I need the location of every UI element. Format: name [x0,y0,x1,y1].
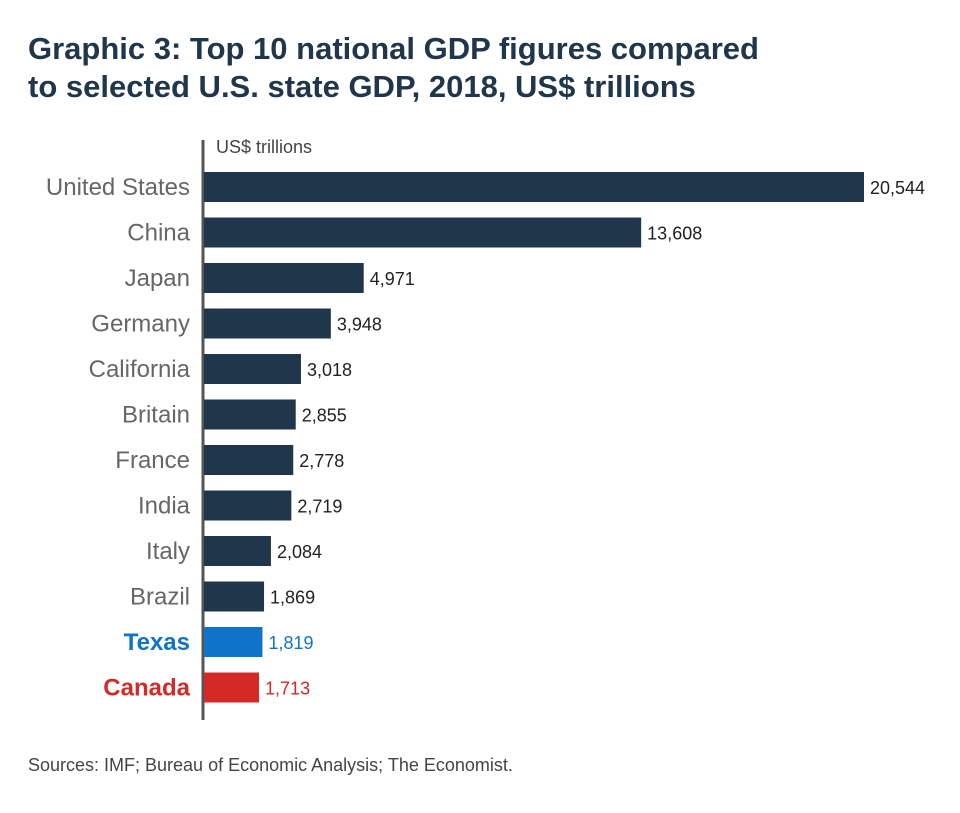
value-label-japan: 4,971 [370,269,415,289]
category-label-india: India [138,493,191,520]
bar-italy [204,536,271,566]
value-label-texas: 1,819 [268,633,313,653]
value-label-britain: 2,855 [302,406,347,426]
category-label-britain: Britain [122,402,190,429]
value-label-united-states: 20,544 [870,178,925,198]
bar-japan [204,263,364,293]
bar-france [204,445,294,475]
value-label-china: 13,608 [647,224,702,244]
chart-title-line-2: to selected U.S. state GDP, 2018, US$ tr… [28,69,696,104]
bar-brazil [204,581,265,612]
bar-texas [204,627,263,657]
bar-united-states [204,172,864,202]
bar-india [204,490,292,521]
category-label-united-states: United States [46,174,190,201]
value-label-brazil: 1,869 [270,588,315,608]
bar-china [204,217,642,248]
bar-britain [204,399,296,430]
bar-canada [204,672,260,703]
bar-california [204,354,301,384]
category-label-california: California [89,356,191,383]
bar-germany [204,308,331,339]
value-label-california: 3,018 [307,360,352,380]
category-label-china: China [127,220,190,247]
category-label-france: France [115,447,190,474]
axis-unit-label: US$ trillions [216,137,312,157]
value-label-india: 2,719 [297,497,342,517]
value-label-canada: 1,713 [265,679,310,699]
chart-title-line-1: Graphic 3: Top 10 national GDP figures c… [28,31,759,66]
category-label-texas: Texas [124,629,190,656]
value-label-germany: 3,948 [337,315,382,335]
value-label-italy: 2,084 [277,542,322,562]
chart-title: Graphic 3: Top 10 national GDP figures c… [28,30,928,106]
source-note: Sources: IMF; Bureau of Economic Analysi… [28,755,513,775]
category-label-germany: Germany [91,311,190,338]
value-label-france: 2,778 [299,451,344,471]
category-label-italy: Italy [146,538,190,565]
category-label-japan: Japan [125,265,190,292]
category-label-brazil: Brazil [130,584,190,611]
category-label-canada: Canada [103,675,190,702]
